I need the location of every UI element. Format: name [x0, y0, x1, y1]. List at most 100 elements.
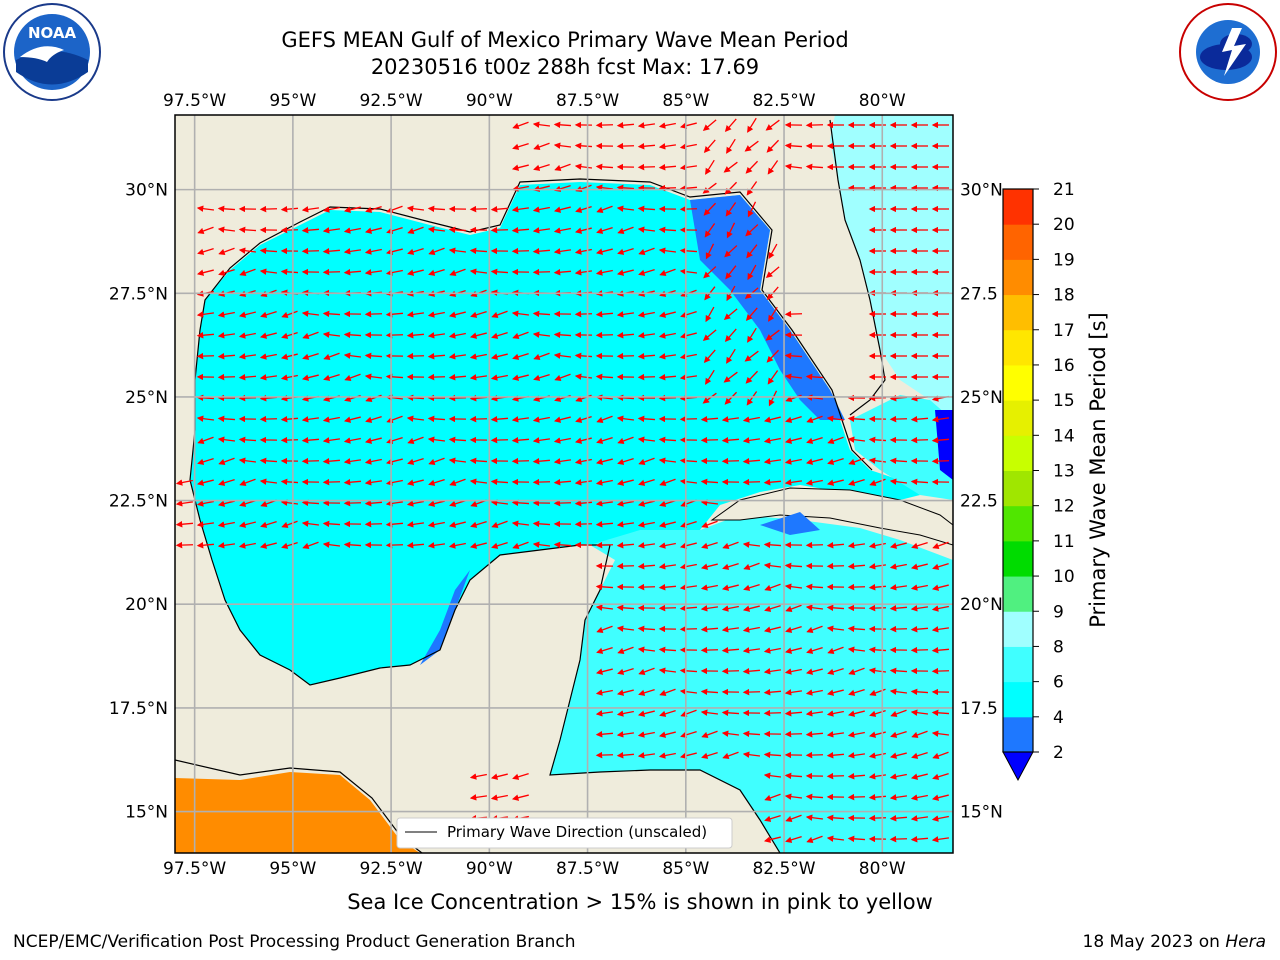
- wave-vector-arrow: [764, 583, 781, 592]
- pacific-water: [175, 772, 420, 853]
- colorbar-under-extension: [1002, 751, 1034, 782]
- wave-vector-arrow: [637, 205, 656, 213]
- wave-vector-arrow: [616, 625, 635, 632]
- wave-vector-arrow: [721, 647, 740, 654]
- wave-vector-arrow: [658, 143, 677, 150]
- lat-tick-label-right: 20°N: [960, 595, 1003, 615]
- wave-vector-arrow: [196, 311, 215, 318]
- cuba-south-water: [760, 512, 820, 535]
- wave-vector-arrow: [469, 478, 488, 485]
- wave-vector-arrow: [512, 331, 529, 340]
- colorbar-tick-label: 15: [1053, 391, 1075, 411]
- wave-vector-arrow: [767, 160, 779, 175]
- wave-vector-arrow: [490, 478, 509, 486]
- wave-vector-arrow: [490, 353, 508, 360]
- wave-vector-arrow: [763, 562, 782, 569]
- wave-vector-arrow: [847, 415, 866, 423]
- wave-vector-arrow: [196, 332, 215, 339]
- wave-vector-arrow: [553, 499, 572, 507]
- wave-vector-arrow: [806, 437, 823, 444]
- wave-vector-arrow: [767, 370, 779, 385]
- wave-vector-arrow: [659, 500, 676, 507]
- wave-vector-arrow: [746, 244, 758, 259]
- wave-vector-arrow: [364, 248, 382, 255]
- wave-vector-arrow: [385, 269, 403, 276]
- wave-vector-arrow: [595, 269, 613, 276]
- wave-vector-arrow: [637, 752, 656, 759]
- wave-vector-arrow: [595, 373, 614, 381]
- wave-vector-arrow: [702, 329, 717, 341]
- wave-vector-arrow: [448, 247, 467, 254]
- wave-vector-arrow: [595, 521, 614, 528]
- wave-vector-arrow: [364, 520, 383, 528]
- wave-vector-arrow: [868, 814, 887, 822]
- wave-vector-arrow: [238, 353, 257, 360]
- wave-vector-arrow: [596, 625, 613, 634]
- wave-vector-arrow: [259, 268, 278, 275]
- wave-vector-arrow: [595, 668, 613, 675]
- wave-vector-arrow: [532, 268, 551, 276]
- wave-vector-arrow: [658, 563, 677, 570]
- wave-vector-arrow: [596, 205, 613, 214]
- wave-vector-arrow: [574, 373, 593, 380]
- wave-vector-arrow: [827, 458, 844, 465]
- wave-vector-arrow: [511, 499, 530, 507]
- wave-vector-arrow: [595, 331, 614, 339]
- wave-vector-arrow: [679, 122, 697, 129]
- wave-vector-arrow: [364, 352, 383, 360]
- wave-vector-arrow: [469, 268, 488, 275]
- colorbar-segment: [1003, 505, 1033, 542]
- wave-vector-arrow: [679, 415, 698, 423]
- wave-vector-arrow: [742, 688, 761, 696]
- wave-vector-arrow: [868, 731, 886, 738]
- wave-vector-arrow: [469, 415, 488, 423]
- wave-vector-arrow: [343, 331, 362, 339]
- wave-vector-arrow: [260, 311, 277, 318]
- wave-vector-arrow: [700, 646, 719, 654]
- lat-tick-label-right: 25°N: [960, 388, 1003, 408]
- colorbar-tick-label: 11: [1053, 532, 1075, 552]
- wave-vector-arrow: [616, 122, 635, 129]
- wave-vector-arrow: [553, 269, 572, 276]
- wave-vector-arrow: [703, 139, 716, 154]
- wave-vector-arrow: [490, 773, 508, 780]
- wave-vector-arrow: [659, 710, 676, 717]
- wave-vector-arrow: [743, 584, 760, 591]
- wave-vector-arrow: [343, 206, 361, 213]
- wave-vector-arrow: [511, 374, 529, 381]
- colorbar-segment: [1003, 540, 1033, 577]
- wave-vector-arrow: [679, 667, 698, 675]
- wave-vector-arrow: [826, 562, 845, 570]
- wave-vector-arrow: [322, 437, 341, 444]
- wave-vector-arrow: [280, 226, 299, 234]
- wave-vector-arrow: [722, 563, 739, 570]
- wave-vector-arrow: [469, 205, 488, 213]
- wave-vector-arrow: [638, 689, 655, 696]
- wave-vector-arrow: [679, 353, 697, 360]
- wave-vector-arrow: [511, 457, 530, 465]
- wave-vector-arrow: [725, 202, 737, 217]
- lon-tick-label-bottom: 82.5°W: [752, 859, 815, 879]
- wave-vector-arrow: [847, 835, 866, 843]
- wave-vector-arrow: [448, 521, 466, 528]
- wave-vector-arrow: [827, 646, 844, 655]
- wave-vector-arrow: [238, 394, 257, 402]
- wave-vector-arrow: [931, 667, 950, 675]
- wave-vector-arrow: [490, 268, 509, 276]
- lat-tick-label-right: 15°N: [960, 803, 1003, 823]
- wave-vector-arrow: [197, 458, 214, 465]
- wave-vector-arrow: [574, 437, 592, 444]
- wave-vector-arrow: [931, 709, 950, 717]
- wave-vector-arrow: [724, 245, 738, 258]
- wave-vector-arrow: [175, 541, 194, 549]
- wave-vector-arrow: [847, 625, 866, 633]
- wave-vector-arrow: [343, 458, 362, 465]
- wave-vector-arrow: [196, 542, 215, 549]
- wave-vector-arrow: [784, 562, 803, 570]
- wave-vector-arrow: [705, 159, 715, 175]
- wave-vector-arrow: [679, 563, 697, 570]
- wave-vector-arrow: [470, 311, 487, 318]
- wave-vector-arrow: [596, 415, 613, 424]
- wave-vector-arrow: [680, 521, 697, 528]
- wave-vector-arrow: [889, 605, 908, 612]
